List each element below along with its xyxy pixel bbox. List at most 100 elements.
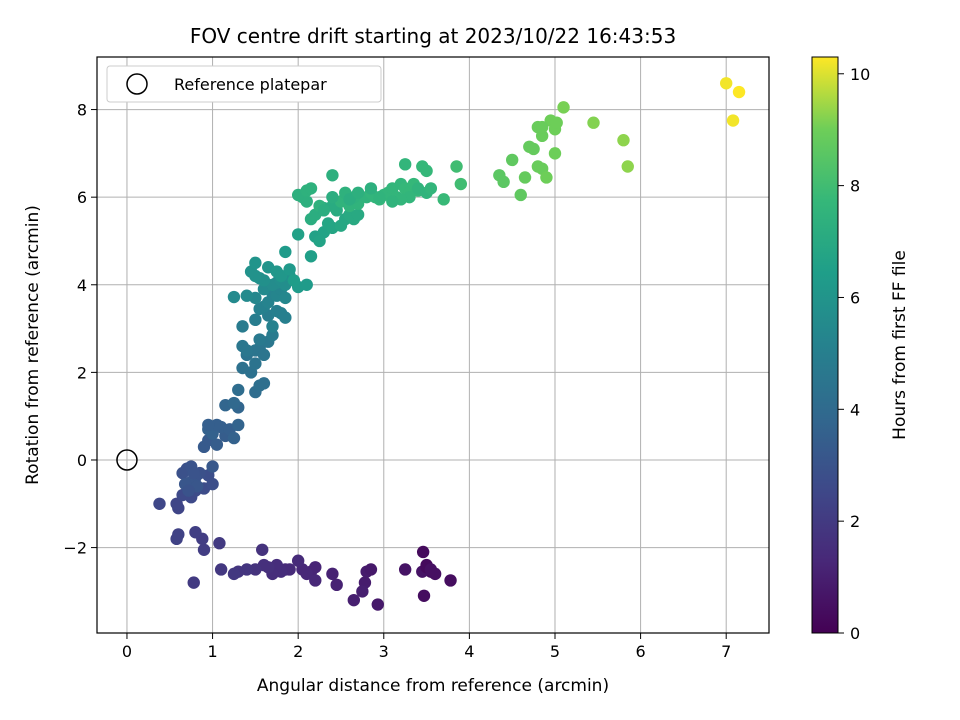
- data-point: [257, 377, 271, 390]
- y-tick-label: 0: [77, 451, 87, 470]
- colorbar-ticks: 0 2 4 6 8 10: [838, 65, 870, 643]
- legend-box: [106, 65, 382, 103]
- data-points: [153, 77, 746, 611]
- data-point: [313, 234, 326, 248]
- x-axis-ticks: 0 1 2 3 4 5 6 7: [122, 633, 731, 661]
- colorbar-tick-label: 4: [850, 400, 860, 419]
- x-tick-label: 6: [635, 642, 645, 661]
- data-point: [505, 153, 519, 167]
- data-point: [371, 598, 384, 611]
- data-point: [236, 320, 249, 333]
- data-point: [213, 537, 226, 550]
- data-point: [291, 554, 305, 567]
- data-point: [279, 311, 292, 324]
- colorbar-tick-label: 2: [850, 512, 860, 531]
- data-point: [256, 543, 269, 556]
- data-point: [437, 193, 450, 206]
- x-tick-label: 5: [550, 642, 560, 661]
- data-point: [535, 129, 549, 143]
- colorbar-tick-label: 0: [850, 624, 860, 643]
- data-point: [364, 182, 378, 195]
- data-point: [227, 431, 241, 445]
- data-point: [197, 543, 211, 556]
- data-point: [227, 396, 241, 410]
- plot-frame: [96, 56, 770, 634]
- data-point: [535, 120, 549, 134]
- colorbar-tick-label: 8: [850, 177, 860, 196]
- data-point: [170, 497, 183, 510]
- data-point: [304, 182, 318, 195]
- data-point: [253, 333, 266, 346]
- data-point: [253, 302, 266, 316]
- data-point: [187, 576, 200, 589]
- data-point: [287, 274, 301, 287]
- data-point: [304, 250, 318, 263]
- data-point: [343, 193, 356, 206]
- data-point: [249, 256, 262, 270]
- data-point: [326, 567, 339, 581]
- data-point: [279, 245, 292, 259]
- data-point: [540, 171, 553, 184]
- data-point: [283, 263, 296, 276]
- y-tick-label: −2: [63, 539, 87, 558]
- data-point: [416, 545, 430, 559]
- data-point: [176, 466, 189, 480]
- legend-label: Reference platepar: [174, 75, 327, 94]
- data-point: [317, 204, 331, 217]
- data-point: [548, 147, 562, 160]
- colorbar: 0 2 4 6 8 10 Hours from first FF file: [811, 56, 910, 643]
- data-point: [424, 563, 438, 576]
- data-point: [227, 567, 241, 581]
- x-axis-label: Angular distance from reference (arcmin): [257, 676, 609, 696]
- data-point: [240, 344, 254, 357]
- data-point: [621, 160, 634, 173]
- y-axis-ticks: −2 0 2 4 6 8: [63, 101, 97, 558]
- data-point: [726, 114, 740, 127]
- data-point: [236, 361, 249, 375]
- data-point: [330, 578, 343, 592]
- data-point: [527, 142, 540, 156]
- x-tick-label: 7: [721, 642, 731, 661]
- colorbar-tick-label: 6: [850, 288, 860, 307]
- data-point: [202, 418, 215, 432]
- y-axis-label: Rotation from reference (arcmin): [23, 205, 43, 485]
- data-point: [557, 101, 570, 114]
- data-point: [266, 320, 279, 333]
- x-tick-label: 4: [464, 642, 474, 661]
- data-point: [214, 563, 228, 576]
- x-tick-label: 1: [207, 642, 217, 661]
- data-point: [373, 190, 386, 204]
- grid-lines: [97, 57, 769, 633]
- data-point: [309, 574, 322, 587]
- x-tick-label: 3: [379, 642, 389, 661]
- data-point: [304, 212, 318, 226]
- data-point: [398, 158, 412, 171]
- x-tick-label: 0: [122, 642, 132, 661]
- data-point: [351, 186, 365, 199]
- colorbar-gradient: [811, 56, 839, 634]
- legend-open-circle-marker: [126, 73, 148, 95]
- reference-platepar-marker: [116, 449, 138, 471]
- data-point: [732, 85, 746, 99]
- data-point: [450, 160, 463, 173]
- data-point: [550, 116, 563, 129]
- data-point: [417, 589, 431, 602]
- colorbar-label: Hours from first FF file: [890, 250, 910, 440]
- data-point: [424, 182, 438, 195]
- data-point: [420, 164, 433, 178]
- data-point: [257, 348, 271, 362]
- reference-marker-group: [116, 449, 138, 471]
- data-point: [291, 228, 305, 241]
- data-point: [518, 171, 532, 184]
- y-tick-label: 4: [77, 276, 87, 295]
- data-point: [300, 278, 313, 291]
- data-point: [454, 177, 468, 191]
- data-point: [249, 313, 262, 327]
- data-point: [279, 291, 292, 305]
- x-tick-label: 2: [293, 642, 303, 661]
- data-point: [189, 526, 202, 539]
- y-tick-label: 8: [77, 101, 87, 120]
- y-tick-label: 6: [77, 188, 87, 207]
- data-point: [587, 116, 600, 129]
- data-point: [182, 484, 195, 497]
